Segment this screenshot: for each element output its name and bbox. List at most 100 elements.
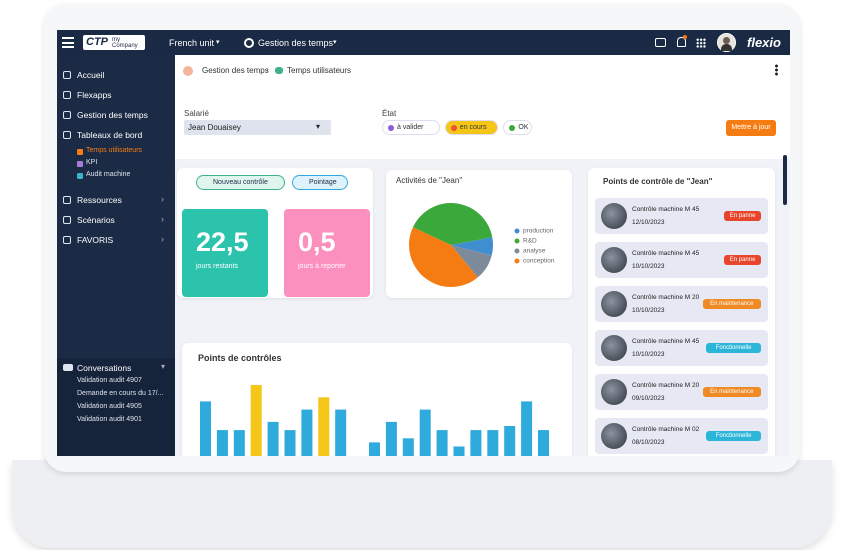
avatar[interactable] bbox=[717, 33, 736, 52]
conversations-title[interactable]: Conversations bbox=[77, 363, 132, 373]
machine-thumbnail bbox=[601, 291, 627, 317]
menu-icon bbox=[63, 71, 71, 79]
state-label: en cours bbox=[459, 124, 487, 131]
kpi-label: jours à reporter bbox=[298, 263, 346, 270]
control-row[interactable]: Contrôle machine M 20 09/10/2023 En mainte… bbox=[595, 374, 768, 410]
bell-icon[interactable] bbox=[677, 35, 687, 47]
status-chip: En maintenance bbox=[702, 299, 761, 309]
state-chip[interactable]: OK bbox=[503, 120, 532, 135]
chevron: › bbox=[161, 234, 164, 244]
menu-item[interactable]: Tableaux de bord bbox=[77, 130, 143, 140]
menu-item[interactable]: FAVORIS bbox=[77, 235, 114, 245]
machine-thumbnail bbox=[601, 423, 627, 449]
menu-item[interactable]: Flexapps bbox=[77, 90, 112, 100]
submenu-icon bbox=[77, 149, 83, 155]
menu-icon bbox=[63, 131, 71, 139]
conversation-item[interactable]: Validation audit 4905 bbox=[77, 403, 142, 410]
sidebar: Conversations ▾ Validation audit 4907 Deman… bbox=[57, 55, 175, 456]
menu-icon bbox=[63, 196, 71, 204]
status-label: En maintenance bbox=[710, 300, 754, 307]
conversations-panel: Conversations ▾ Validation audit 4907 Deman… bbox=[57, 358, 175, 456]
submenu-item[interactable]: KPI bbox=[86, 159, 98, 166]
logo[interactable]: CTP my Company bbox=[83, 35, 145, 50]
menu-item[interactable]: Gestion des temps bbox=[77, 110, 148, 120]
caret: ▾ bbox=[161, 362, 166, 371]
bar bbox=[369, 442, 380, 456]
more-menu[interactable] bbox=[775, 64, 778, 76]
control-row[interactable]: Contrôle machine M 45 10/10/2023 Fonctionn… bbox=[595, 330, 768, 366]
legend-swatch bbox=[514, 228, 520, 234]
control-name: Contrôle machine M 20 bbox=[632, 382, 700, 389]
control-name: Contrôle machine M 45 bbox=[632, 338, 700, 345]
kpi-tile: 22,5 jours restants bbox=[182, 209, 268, 297]
kpis: 22,5 jours restants 0,5 jours à reporter bbox=[182, 209, 372, 297]
control-date: 09/10/2023 bbox=[632, 395, 665, 402]
module-selector[interactable]: Gestion des temps bbox=[258, 38, 334, 48]
menu-item[interactable]: Scénarios bbox=[77, 215, 115, 225]
bar bbox=[301, 409, 313, 456]
unit-selector[interactable]: French unit bbox=[169, 38, 215, 48]
legend-label: production bbox=[523, 228, 554, 235]
legend-swatch bbox=[514, 248, 520, 254]
bar bbox=[200, 401, 211, 456]
status-chip: En panne bbox=[724, 255, 761, 265]
device-icon[interactable] bbox=[655, 38, 666, 47]
state-dot bbox=[388, 125, 394, 131]
navbar: CTP my Company French unit ▾ Gestion des… bbox=[57, 30, 790, 55]
state-dot bbox=[509, 125, 516, 131]
kpi-value: 22,5 bbox=[196, 227, 249, 257]
action-button[interactable]: Pointage bbox=[292, 175, 348, 190]
breadcrumb-separator: › bbox=[266, 65, 269, 74]
menu-item[interactable]: Accueil bbox=[77, 70, 105, 80]
bar-card: Points de contrôles 09101112131415161718… bbox=[182, 343, 572, 456]
submenu-item[interactable]: Audit machine bbox=[86, 171, 131, 178]
conversation-item[interactable]: Validation audit 4907 bbox=[77, 377, 142, 384]
clock-icon bbox=[244, 38, 254, 48]
state-label: OK bbox=[518, 124, 529, 131]
control-row[interactable]: Contrôle machine M 45 12/10/2023 En panne bbox=[595, 198, 768, 234]
pie-chart: production R&D analyse conception bbox=[409, 203, 555, 288]
control-date: 08/10/2023 bbox=[632, 439, 665, 446]
employee-select[interactable]: Jean Douaisey ▾ bbox=[184, 120, 331, 135]
dropdown-caret: ▾ bbox=[316, 122, 321, 131]
bar bbox=[318, 397, 330, 456]
update-button-label: Mettre à jour bbox=[731, 124, 771, 131]
laptop-base bbox=[12, 460, 832, 548]
state-chip[interactable]: en cours bbox=[444, 120, 499, 135]
control-row[interactable]: Contrôle machine M 02 08/10/2023 Fonctionn… bbox=[595, 418, 768, 454]
state-chip[interactable]: à valider bbox=[382, 120, 440, 135]
controls-list: Contrôle machine M 45 12/10/2023 En panne C… bbox=[595, 198, 768, 456]
actions: Nouveau contrôle Pointage bbox=[196, 175, 356, 191]
control-row[interactable]: Contrôle machine M 45 10/10/2023 En panne bbox=[595, 242, 768, 278]
submenu-icon bbox=[77, 173, 83, 179]
update-button[interactable]: Mettre à jour bbox=[726, 120, 776, 136]
home-icon[interactable] bbox=[183, 66, 193, 76]
control-name: Contrôle machine M 45 bbox=[632, 250, 700, 257]
kpi-value: 0,5 bbox=[298, 227, 336, 257]
conversation-item[interactable]: Validation audit 4901 bbox=[77, 416, 142, 423]
screen: CTP my Company French unit ▾ Gestion des… bbox=[57, 30, 790, 456]
chat-icon bbox=[63, 364, 73, 371]
breadcrumb-item[interactable]: Gestion des temps bbox=[202, 66, 269, 75]
machine-thumbnail bbox=[601, 379, 627, 405]
menu-icon bbox=[63, 91, 71, 99]
control-row[interactable]: Contrôle machine M 20 10/10/2023 En mainte… bbox=[595, 286, 768, 322]
bar-title: Points de contrôles bbox=[198, 353, 282, 363]
action-button[interactable]: Nouveau contrôle bbox=[196, 175, 286, 190]
scrollbar[interactable] bbox=[783, 155, 787, 205]
apps-icon[interactable] bbox=[696, 38, 706, 48]
status-chip: En panne bbox=[724, 211, 761, 221]
machine-thumbnail bbox=[601, 247, 627, 273]
submenu-item[interactable]: Temps utilisateurs bbox=[86, 147, 143, 154]
status-chip: Fonctionnelle bbox=[706, 431, 761, 441]
employee-value: Jean Douaisey bbox=[188, 123, 241, 132]
menu-item[interactable]: Ressources bbox=[77, 195, 122, 205]
status-chip: En maintenance bbox=[702, 387, 761, 397]
conversation-item[interactable]: Demande en cours du 17/... bbox=[77, 390, 164, 397]
status-label: En panne bbox=[729, 212, 756, 219]
dropdown-caret: ▾ bbox=[333, 39, 337, 46]
menu-button[interactable] bbox=[62, 37, 74, 48]
state-label: à valider bbox=[397, 124, 424, 131]
pie-slice bbox=[409, 227, 478, 288]
